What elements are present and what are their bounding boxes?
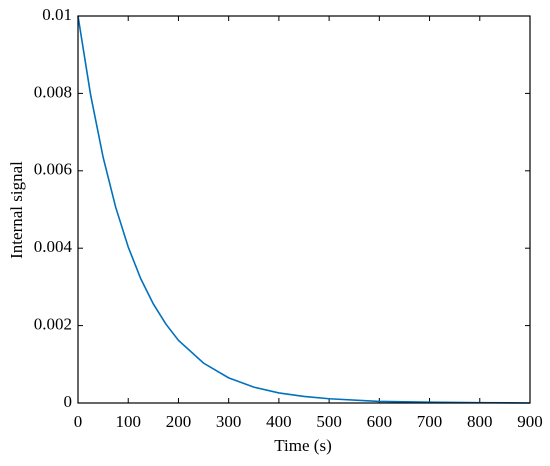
x-tick-label: 500 <box>316 412 342 431</box>
plot-frame <box>77 15 531 404</box>
x-tick-label: 600 <box>367 412 393 431</box>
y-tick-label: 0.01 <box>42 5 72 24</box>
y-tick-label: 0 <box>64 392 73 411</box>
x-tick-label: 800 <box>467 412 493 431</box>
x-tick-label: 700 <box>417 412 443 431</box>
y-tick-label: 0.006 <box>34 160 72 179</box>
x-tick-label: 100 <box>115 412 141 431</box>
y-tick-label: 0.004 <box>34 237 73 256</box>
y-axis-label: Internal signal <box>7 161 26 259</box>
y-tick-label: 0.002 <box>34 315 72 334</box>
x-tick-label: 0 <box>74 412 83 431</box>
x-tick-label: 300 <box>216 412 242 431</box>
y-tick-label: 0.008 <box>34 82 72 101</box>
x-tick-label: 200 <box>166 412 192 431</box>
x-tick-label: 400 <box>266 412 292 431</box>
x-tick-label: 900 <box>517 412 543 431</box>
data-line <box>77 15 531 404</box>
x-axis-label: Time (s) <box>274 436 331 455</box>
